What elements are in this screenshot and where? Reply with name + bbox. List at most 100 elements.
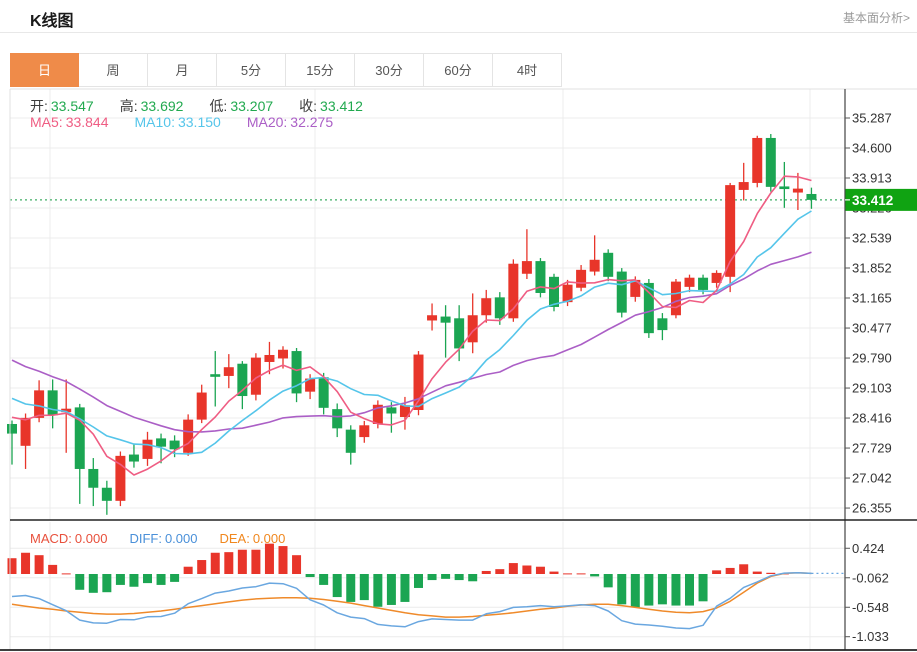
macd-bar [346, 574, 356, 602]
macd-bar [129, 574, 139, 587]
diff-line [11, 572, 812, 630]
candle-body [792, 188, 803, 193]
candle-body [806, 193, 817, 200]
candle-body [494, 297, 505, 319]
macd-bar [752, 571, 762, 574]
macd-bar [264, 543, 274, 574]
candle-body [305, 378, 316, 392]
candle-body [576, 269, 587, 288]
period-tab-bar: 日周月 5分 15分 30分 60分 4时 [10, 53, 562, 87]
macd-bar [61, 573, 71, 575]
candle-body [88, 468, 99, 488]
candle-body [521, 261, 532, 274]
macd-bar [197, 560, 207, 574]
macd-bar [319, 574, 329, 585]
candle-body [291, 351, 302, 394]
ma5-line [11, 175, 812, 476]
macd-bar [170, 574, 180, 582]
macd-bar [359, 574, 369, 601]
price-axis-label: 29.103 [852, 381, 892, 396]
macd-bar [454, 574, 464, 581]
tab-30min[interactable]: 30分 [355, 53, 424, 87]
legend-dea: DEA: 0.000 [219, 531, 286, 546]
macd-bar [48, 564, 58, 574]
tab-4hour[interactable]: 4时 [493, 53, 562, 87]
macd-bar [414, 574, 423, 588]
macd-bar [590, 574, 600, 577]
fundamental-analysis-link[interactable]: 基本面分析> [842, 11, 910, 25]
candle-body [643, 282, 654, 334]
candle-body [657, 318, 668, 331]
macd-axis-label: -0.062 [852, 570, 889, 585]
candle-body [372, 404, 383, 424]
price-axis-label: 27.729 [852, 441, 892, 456]
candle-body [264, 354, 275, 362]
candle-body [47, 390, 58, 416]
macd-bar [292, 555, 302, 574]
macd-axis-label: -1.033 [852, 629, 889, 644]
price-axis-label: 32.539 [852, 231, 892, 246]
tab-week[interactable]: 周 [79, 53, 148, 87]
tab-15min[interactable]: 15分 [286, 53, 355, 87]
macd-bar [522, 565, 532, 574]
candle-body [684, 277, 695, 287]
macd-bar [481, 570, 491, 574]
macd-bar [535, 566, 545, 574]
legend-low: 低: 33.207 [209, 98, 274, 114]
macd-bar [278, 546, 288, 574]
tab-5min[interactable]: 5分 [217, 53, 286, 87]
macd-bar [21, 552, 31, 574]
candle-body [142, 439, 153, 459]
candle-body [34, 390, 45, 418]
candle-body [535, 261, 546, 293]
candle-body [345, 429, 356, 453]
macd-bar [427, 574, 437, 581]
candle-body [332, 409, 343, 429]
ma10-line [11, 210, 812, 455]
candle-body [630, 279, 641, 297]
macd-bar [576, 573, 586, 575]
candle-body [128, 454, 139, 462]
tab-60min[interactable]: 60分 [424, 53, 493, 87]
macd-bar [224, 552, 234, 574]
candle-body [156, 438, 167, 447]
candle-body [467, 315, 478, 343]
candle-body [711, 272, 722, 283]
candle-body [7, 423, 17, 434]
candle-body [278, 349, 288, 359]
ma20-line [11, 251, 812, 433]
legend-macd: MACD: 0.000 [30, 531, 108, 546]
macd-bar [373, 574, 383, 607]
macd-bar [143, 574, 152, 584]
tab-month[interactable]: 月 [148, 53, 217, 87]
candle-body [616, 271, 627, 313]
candle-body [210, 374, 221, 377]
macd-bar [156, 574, 166, 585]
macd-bar [549, 571, 559, 574]
macd-bar [739, 564, 749, 574]
macd-bar [237, 549, 247, 574]
price-axis-label: 29.790 [852, 351, 892, 366]
candle-body [427, 315, 438, 321]
candle-body [670, 281, 681, 316]
ohlc-legend: 开: 33.547 高: 33.692 低: 33.207 收: 33.412 [30, 96, 363, 116]
macd-bar [657, 574, 667, 605]
candle-body [359, 425, 370, 438]
macd-bar [75, 574, 85, 590]
candle-body [20, 417, 31, 446]
candle-body [562, 284, 573, 303]
macd-bar [34, 555, 44, 574]
macd-bar [603, 574, 613, 588]
price-axis-label: 30.477 [852, 321, 892, 336]
candle-body [481, 298, 492, 316]
candle-body [386, 407, 397, 414]
current-price-label: 33.412 [852, 193, 893, 208]
candle-body [698, 277, 709, 290]
macd-bar [332, 574, 342, 598]
macd-bar [495, 569, 505, 574]
candle-body [752, 137, 763, 183]
macd-bar [725, 567, 735, 574]
tab-day[interactable]: 日 [10, 53, 79, 87]
macd-axis-label: -0.548 [852, 600, 889, 615]
